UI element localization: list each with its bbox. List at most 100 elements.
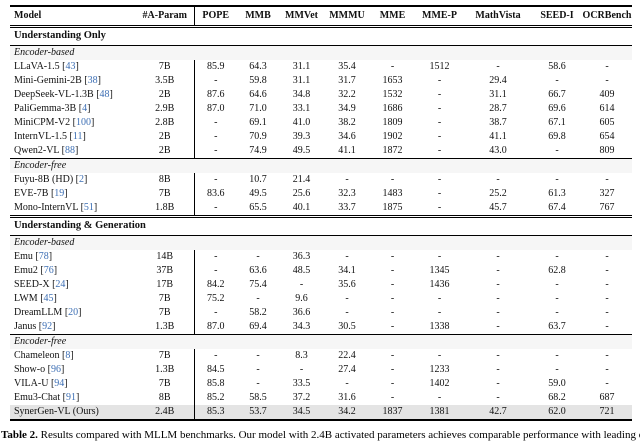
metric-cell: - xyxy=(605,251,609,262)
model-cell: InternVL-1.5 [11] xyxy=(14,131,86,142)
metric-cell: 30.5 xyxy=(338,321,356,332)
model-name: Janus xyxy=(14,321,37,332)
model-name: LLaVA-1.5 xyxy=(14,61,60,72)
citation-link[interactable]: 38 xyxy=(87,75,98,86)
section-row: Understanding Only xyxy=(10,26,632,46)
citation-link[interactable]: 96 xyxy=(50,364,61,375)
metric-cell: 327 xyxy=(599,188,615,199)
model-cell: Janus [92] xyxy=(14,321,56,332)
citation-link[interactable]: 4 xyxy=(82,103,88,114)
metric-cell: 31.1 xyxy=(292,75,311,86)
metric-cell: - xyxy=(496,293,500,304)
metric-cell: 66.7 xyxy=(548,89,566,100)
table-row: LWM [45] 7B 75.2 - 9.6 - - - - - - xyxy=(10,292,632,306)
metric-cell: 34.8 xyxy=(292,89,311,100)
column-header-ocrbench: OCRBench xyxy=(582,6,632,28)
metric-cell: 34.2 xyxy=(324,405,370,420)
group-label: Encoder-based xyxy=(10,45,632,60)
metric-cell: 31.6 xyxy=(338,392,356,403)
table-row: SynerGen-VL (Ours) 2.4B 85.3 53.7 34.5 34.2 18… xyxy=(10,405,632,420)
column-header-seed-i: SEED-I xyxy=(532,6,582,28)
citation-link[interactable]: 76 xyxy=(43,265,54,276)
metric-cell: 29.4 xyxy=(489,75,507,86)
model-cell: Emu2 [76] xyxy=(14,265,58,276)
citation-link[interactable]: 2 xyxy=(79,174,85,185)
metric-cell: 63.6 xyxy=(249,265,267,276)
metric-cell: - xyxy=(437,174,442,185)
metric-cell: 69.1 xyxy=(249,117,267,128)
metric-cell: 69.8 xyxy=(548,131,566,142)
metric-cell: - xyxy=(345,378,349,389)
metric-cell: 53.7 xyxy=(237,405,279,420)
table-row: Fuyu-8B (HD) [2] 8B - 10.7 21.4 - - - - - - xyxy=(10,173,632,187)
metric-cell: 28.7 xyxy=(489,103,507,114)
metric-cell: 8.3 xyxy=(295,350,308,361)
metric-cell: - xyxy=(437,251,442,262)
citation-link[interactable]: 19 xyxy=(54,188,65,199)
metric-cell: - xyxy=(390,174,395,185)
metric-cell: - xyxy=(390,307,395,318)
table-row: PaliGemma-3B [4] 2.9B 87.0 71.0 33.1 34.9 1686… xyxy=(10,102,632,116)
column-header-mmmu: MMMU xyxy=(324,6,370,28)
citation-link[interactable]: 94 xyxy=(54,378,65,389)
metric-cell: - xyxy=(256,364,260,375)
citation-link[interactable]: 51 xyxy=(83,202,94,213)
model-cell: DreamLLM [20] xyxy=(14,307,82,318)
citation-link[interactable]: 11 xyxy=(72,131,83,142)
metric-cell: - xyxy=(605,350,609,361)
metric-cell: - xyxy=(437,293,442,304)
citation-link[interactable]: 24 xyxy=(55,279,66,290)
citation-link[interactable]: 100 xyxy=(75,117,91,128)
table-row: Qwen2-VL [88] 2B - 74.9 49.5 41.1 1872 - 43.0 - 80… xyxy=(10,144,632,159)
metric-cell: 1902 xyxy=(382,131,403,142)
param-cell: 2.9B xyxy=(136,102,195,116)
model-cell: Emu3-Chat [91] xyxy=(14,392,80,403)
param-cell: 7B xyxy=(136,292,195,306)
param-cell: 2.8B xyxy=(136,116,195,130)
metric-cell: 31.1 xyxy=(489,89,507,100)
param-cell: 7B xyxy=(136,60,195,74)
metric-cell: - xyxy=(496,279,500,290)
citation-link[interactable]: 43 xyxy=(65,61,76,72)
metric-cell: - xyxy=(605,61,609,72)
model-cell: Mini-Gemini-2B [38] xyxy=(14,75,101,86)
metric-cell: - xyxy=(605,378,609,389)
model-cell: DeepSeek-VL-1.3B [48] xyxy=(14,89,113,100)
citation-link[interactable]: 20 xyxy=(68,307,79,318)
metric-cell: 85.8 xyxy=(207,378,225,389)
param-cell: 7B xyxy=(136,187,195,201)
model-name: DreamLLM xyxy=(14,307,63,318)
metric-cell: - xyxy=(437,392,442,403)
metric-cell: - xyxy=(345,251,349,262)
citation-link[interactable]: 8 xyxy=(65,350,71,361)
model-cell: Mono-InternVL [51] xyxy=(14,202,98,213)
citation-link[interactable]: 91 xyxy=(65,392,76,403)
citation-link[interactable]: 88 xyxy=(65,145,76,156)
table-row: Show-o [96] 1.3B 84.5 - - 27.4 - 1233 - - - xyxy=(10,363,632,377)
metric-cell: 21.4 xyxy=(292,174,311,185)
metric-cell: 41.1 xyxy=(338,145,356,156)
citation-link[interactable]: 48 xyxy=(99,89,110,100)
param-cell: 7B xyxy=(136,349,195,363)
metric-cell: - xyxy=(437,145,442,156)
metric-cell: - xyxy=(555,145,559,156)
metric-cell: 33.1 xyxy=(292,103,311,114)
group-row: Encoder-free xyxy=(10,158,632,173)
metric-cell: - xyxy=(256,251,260,262)
metric-cell: 69.6 xyxy=(548,103,566,114)
metric-cell: - xyxy=(256,378,260,389)
citation-link[interactable]: 92 xyxy=(42,321,53,332)
model-name: Emu3-Chat xyxy=(14,392,61,403)
model-name: Chameleon xyxy=(14,350,60,361)
metric-cell: 85.3 xyxy=(194,405,237,420)
metric-cell: 34.5 xyxy=(279,405,324,420)
citation-link[interactable]: 78 xyxy=(38,251,49,262)
metric-cell: - xyxy=(555,75,559,86)
metric-cell: 34.1 xyxy=(338,265,356,276)
metric-cell: 59.0 xyxy=(548,378,566,389)
metric-cell: 67.1 xyxy=(548,117,566,128)
metric-cell: - xyxy=(496,392,500,403)
citation-link[interactable]: 45 xyxy=(43,293,54,304)
metric-cell: - xyxy=(214,117,218,128)
metric-cell: 1872 xyxy=(382,145,403,156)
